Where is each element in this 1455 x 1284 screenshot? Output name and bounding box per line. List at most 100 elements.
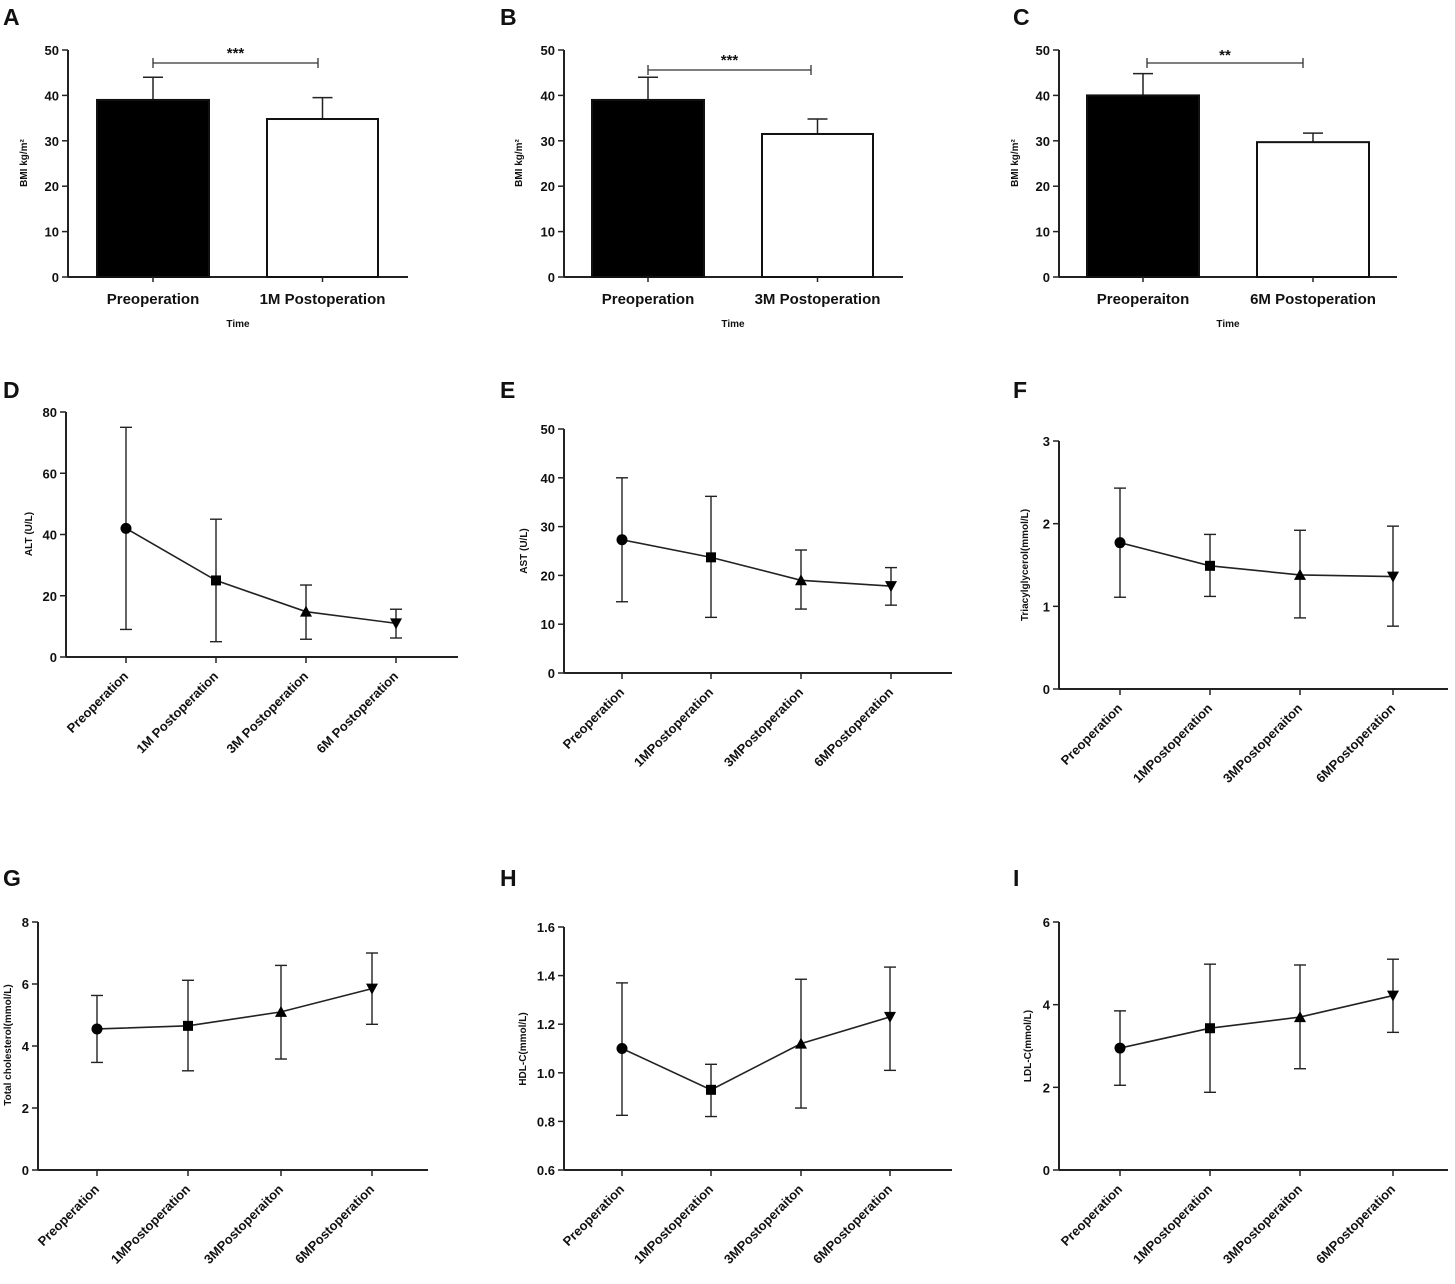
- x-tick-label: Preoperation: [64, 668, 131, 735]
- data-point-triangle-up: [795, 1037, 807, 1049]
- y-tick-label: 30: [45, 134, 59, 149]
- x-tick-label: 1M Postoperation: [133, 668, 221, 756]
- y-tick-label: 0: [548, 666, 555, 681]
- y-tick-label: 6: [1043, 915, 1050, 930]
- bar: [591, 98, 705, 278]
- series-line: [621, 1016, 891, 1091]
- data-point-triangle-up: [795, 574, 807, 586]
- x-tick-label: 6MPostoperation: [1313, 700, 1398, 785]
- bar: [266, 118, 379, 279]
- y-tick-label: 20: [45, 179, 59, 194]
- y-tick-label: 30: [541, 520, 555, 535]
- data-point-triangle-up: [1294, 568, 1306, 580]
- x-tick-label: Preoperation: [602, 291, 695, 308]
- y-tick-label: 1: [1043, 599, 1050, 614]
- bar: [761, 132, 874, 278]
- bar: [1256, 141, 1370, 278]
- y-tick-label: 40: [1036, 88, 1050, 103]
- x-tick-label: 1M Postoperation: [260, 291, 386, 308]
- y-axis-title: BMI kg/m²: [514, 138, 525, 186]
- x-axis-title: Time: [721, 319, 745, 330]
- x-tick-label: Preoperation: [560, 684, 627, 751]
- x-tick-label: 3MPostoperaiton: [721, 1181, 806, 1266]
- chart-panel-c: C BMI kg/m² 0 10 20 30 40 50 Preoperaiton 6M Post…: [1010, 4, 1397, 330]
- chart-panel-b: B BMI kg/m² 0 10 20 30 40 50 Preoperation 3M Post…: [500, 4, 903, 330]
- panel-letter: D: [3, 377, 20, 403]
- x-tick-label: 6MPostoperation: [810, 1181, 895, 1266]
- y-axis-title: HDL-C(mmol/L): [518, 1012, 529, 1085]
- y-tick-label: 1.6: [537, 920, 555, 935]
- y-tick-label: 40: [45, 88, 59, 103]
- panel-letter: F: [1013, 377, 1027, 403]
- data-point-circle: [1114, 537, 1126, 549]
- data-point-triangle-up: [300, 605, 312, 617]
- y-tick-label: 50: [541, 422, 555, 437]
- chart-panel-d: D ALT (U/L) 0 20 40 60 80 Preoperation 1M Postop…: [3, 377, 458, 756]
- data-point-triangle-down: [884, 1011, 896, 1023]
- y-tick-label: 4: [1043, 998, 1051, 1013]
- data-point-circle: [616, 534, 628, 546]
- y-tick-label: 10: [1036, 225, 1050, 240]
- y-tick-label: 20: [541, 568, 555, 583]
- x-tick-label: 1MPostoperation: [108, 1181, 193, 1266]
- x-tick-label: 1MPostoperation: [1130, 1181, 1215, 1266]
- panel-letter: C: [1013, 4, 1030, 30]
- data-point-square: [706, 552, 716, 563]
- y-axis-title: AST (U/L): [519, 528, 530, 574]
- data-point-square: [1205, 560, 1215, 571]
- series-line: [125, 527, 397, 625]
- y-tick-label: 1.2: [537, 1017, 555, 1032]
- series-line: [1119, 541, 1394, 578]
- chart-panel-g: G Total cholesterol(mmol/L) 0 2 4 6 8 Preoperat…: [3, 865, 428, 1267]
- panel-letter: E: [500, 377, 515, 403]
- significance-label: ***: [721, 52, 739, 69]
- x-tick-label: 1MPostoperation: [1130, 700, 1215, 785]
- data-point-triangle-up: [275, 1005, 287, 1017]
- y-tick-label: 0.8: [537, 1114, 555, 1129]
- x-tick-label: Preoperation: [1058, 1181, 1125, 1248]
- y-tick-label: 6: [22, 977, 29, 992]
- panel-letter: B: [500, 4, 517, 30]
- chart-panel-a: A BMI kg/m² 0 10 20 30 40 50 Preoperation 1M Post…: [3, 4, 408, 330]
- y-axis-title: LDL-C(mmol/L): [1023, 1010, 1034, 1082]
- y-tick-label: 10: [45, 225, 59, 240]
- data-point-triangle-down: [885, 581, 897, 593]
- y-tick-label: 0: [22, 1163, 29, 1178]
- y-tick-label: 0: [1043, 682, 1050, 697]
- y-tick-label: 2: [22, 1101, 29, 1116]
- y-tick-label: 20: [1036, 179, 1050, 194]
- y-tick-label: 0: [52, 270, 59, 285]
- x-tick-label: Preoperation: [107, 291, 200, 308]
- x-tick-label: Preoperaiton: [1097, 291, 1190, 308]
- x-tick-label: 3M Postoperation: [223, 668, 311, 756]
- x-tick-label: 6MPostoperation: [292, 1181, 377, 1266]
- y-tick-label: 8: [22, 915, 29, 930]
- data-point-circle: [120, 522, 132, 534]
- x-axis-title: Time: [1216, 319, 1240, 330]
- significance-label: ***: [227, 45, 245, 62]
- y-tick-label: 4: [22, 1039, 30, 1054]
- y-tick-label: 0: [548, 270, 555, 285]
- x-tick-label: 6M Postoperation: [1250, 291, 1376, 308]
- data-point-square: [183, 1020, 193, 1031]
- y-tick-label: 2: [1043, 1080, 1050, 1095]
- y-tick-label: 40: [541, 471, 555, 486]
- y-tick-label: 0.6: [537, 1163, 555, 1178]
- y-tick-label: 20: [541, 179, 555, 194]
- x-tick-label: 6MPostoperation: [811, 684, 896, 769]
- y-tick-label: 80: [43, 405, 57, 420]
- significance-label: **: [1219, 47, 1231, 64]
- chart-panel-f: F Triacylglycerol(mmol/L) 0 1 2 3 Preoperation…: [1013, 377, 1448, 786]
- x-tick-label: 3MPostoperaiton: [1220, 700, 1305, 785]
- bar: [1086, 94, 1200, 279]
- panel-letter: G: [3, 865, 21, 891]
- y-tick-label: 40: [43, 528, 57, 543]
- y-tick-label: 1.0: [537, 1066, 555, 1081]
- data-point-circle: [616, 1043, 628, 1054]
- y-tick-label: 0: [1043, 270, 1050, 285]
- x-tick-label: 3MPostoperaiton: [201, 1181, 286, 1266]
- y-axis-title: BMI kg/m²: [19, 138, 30, 186]
- data-point-triangle-down: [366, 983, 378, 995]
- y-tick-label: 50: [1036, 43, 1050, 58]
